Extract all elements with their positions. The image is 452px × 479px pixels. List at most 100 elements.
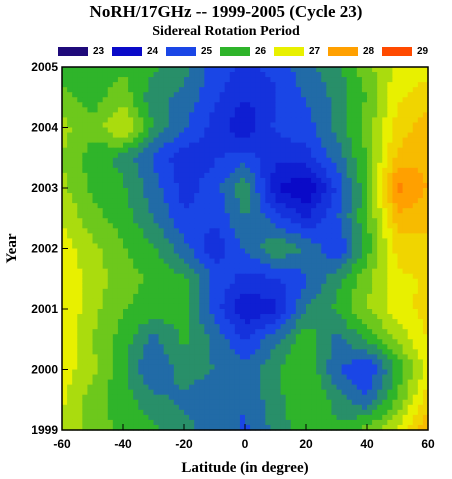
heatmap-cell [346,218,353,224]
heatmap-cell [387,127,394,134]
heatmap-cell [285,152,292,159]
heatmap-cell [351,319,358,325]
heatmap-cell [250,324,256,330]
heatmap-cell [306,177,312,184]
heatmap-cell [306,394,312,401]
heatmap-cell [62,208,68,214]
heatmap-cell [67,137,73,144]
heatmap-cell [229,293,236,300]
heatmap-cell [290,228,297,234]
heatmap-cell [77,132,83,139]
heatmap-cell [107,253,114,260]
heatmap-cell [163,288,170,295]
heatmap-cell [402,172,409,179]
heatmap-cell [336,334,343,340]
heatmap-cell [224,213,231,219]
heatmap-cell [138,167,144,174]
heatmap-cell [387,107,394,113]
heatmap-cell [285,82,292,88]
heatmap-cell [311,339,317,345]
heatmap-cell [280,137,287,144]
heatmap-cell [245,268,251,275]
heatmap-cell [92,203,99,209]
heatmap-cell [316,369,322,376]
heatmap-cell [407,273,414,280]
heatmap-cell [178,208,185,214]
heatmap-cell [321,122,327,129]
heatmap-cell [184,233,190,240]
heatmap-cell [367,309,373,315]
heatmap-cell [204,122,211,129]
heatmap-cell [346,258,353,265]
heatmap-cell [189,167,195,174]
heatmap-cell [214,107,221,113]
heatmap-cell [204,198,211,204]
heatmap-cell [285,319,292,325]
heatmap-cell [270,147,277,154]
heatmap-cell [77,349,83,355]
heatmap-cell [306,293,312,300]
heatmap-cell [392,162,399,169]
heatmap-cell [402,359,409,366]
heatmap-cell [153,193,160,199]
heatmap-cell [331,177,338,184]
heatmap-cell [387,102,394,108]
heatmap-cell [224,67,231,73]
heatmap-cell [290,72,297,78]
heatmap-cell [62,359,68,366]
heatmap-cell [138,182,144,189]
heatmap-cell [412,127,419,134]
heatmap-cell [62,268,68,275]
heatmap-cell [270,132,277,139]
heatmap-cell [67,218,73,224]
heatmap-cell [341,263,348,270]
heatmap-cell [214,112,221,119]
heatmap-cell [351,218,358,224]
heatmap-cell [173,82,180,88]
heatmap-cell [321,107,327,113]
heatmap-cell [112,203,119,209]
heatmap-cell [82,389,89,396]
heatmap-cell [107,258,114,265]
heatmap-cell [300,374,307,381]
heatmap-cell [178,193,185,199]
heatmap-cell [209,329,216,335]
heatmap-cell [372,72,378,78]
heatmap-cell [417,278,424,285]
heatmap-cell [112,364,119,371]
heatmap-cell [178,182,185,189]
heatmap-cell [260,208,266,214]
heatmap-cell [168,102,175,108]
heatmap-cell [285,102,292,108]
heatmap-cell [392,152,399,159]
heatmap-cell [102,233,109,240]
heatmap-cell [82,112,89,119]
heatmap-cell [245,102,251,108]
heatmap-cell [189,278,195,285]
heatmap-cell [382,319,388,325]
heatmap-cell [178,278,185,285]
heatmap-cell [255,288,261,295]
heatmap-cell [346,364,353,371]
heatmap-cell [351,127,358,134]
heatmap-cell [290,112,297,119]
heatmap-cell [326,404,333,411]
heatmap-cell [199,188,205,194]
heatmap-cell [112,404,119,411]
heatmap-cell [158,82,165,88]
heatmap-cell [107,243,114,250]
heatmap-cell [72,394,78,401]
heatmap-cell [189,97,195,103]
heatmap-cell [372,182,378,189]
heatmap-cell [295,268,302,275]
heatmap-cell [306,298,312,305]
heatmap-cell [199,324,205,330]
heatmap-cell [326,248,333,255]
heatmap-cell [234,198,241,204]
heatmap-cell [275,354,282,361]
heatmap-cell [143,147,150,154]
heatmap-cell [87,137,94,144]
heatmap-cell [285,374,292,381]
heatmap-cell [72,309,78,315]
heatmap-cell [367,72,373,78]
